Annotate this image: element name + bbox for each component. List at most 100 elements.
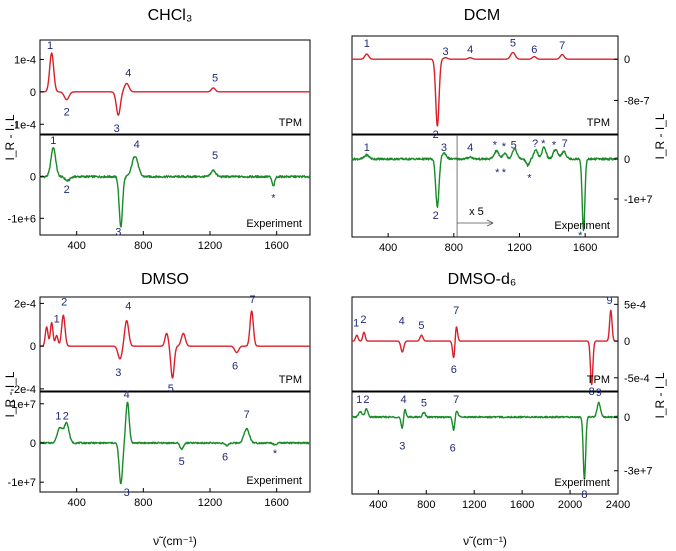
y-tick-label: -1e+6 (8, 213, 36, 225)
y-tick-label: 5e-4 (624, 299, 646, 311)
peak-label: 6 (531, 44, 537, 56)
y-tick-label: 0 (624, 154, 630, 166)
peak-label: 3 (114, 123, 120, 135)
peak-label: 3 (115, 227, 121, 239)
panel-tpm: 2e-4 0 -2e-4 12 3 4 5 6 7 TPM (10, 294, 311, 396)
spectrum-trace (351, 401, 619, 480)
peak-label: 1 (356, 394, 362, 406)
peak-label: 5 (511, 140, 517, 152)
peak-label: 4 (467, 142, 473, 154)
peak-label: * (271, 193, 276, 205)
peak-label: 3 (124, 487, 130, 499)
chart-title: CHCl₃ (148, 7, 193, 24)
peak-label: * (493, 140, 498, 152)
peak-label: 6 (451, 364, 457, 376)
spectrum-trace (351, 309, 619, 386)
y-axis-title: I_R - I_L (3, 371, 17, 417)
peak-label: 7 (562, 138, 568, 150)
scale-annotation: x 5 (469, 206, 484, 218)
panel-frame (351, 35, 619, 135)
y-tick-label: 0 (30, 341, 36, 353)
chart-title: DCM (464, 7, 500, 24)
peak-label: 6 (222, 452, 228, 464)
x-tick-label: 400 (67, 497, 85, 509)
y-axis-title: I_R - I_L (653, 372, 667, 418)
series-tag: Experiment (246, 218, 302, 230)
peak-label: * (552, 140, 557, 152)
x-axis-title: ν̃ (cm⁻¹) (153, 534, 197, 548)
peak-label: 2 (63, 411, 69, 423)
peak-label: 8 (581, 489, 587, 501)
peak-label: 2 (61, 296, 67, 308)
y-tick-label: 1e+7 (11, 399, 36, 411)
panel-frame (351, 391, 619, 495)
x-tick-label: 1200 (462, 499, 486, 511)
peak-label: 4 (399, 316, 405, 328)
peak-label: 2 (360, 314, 366, 326)
peak-label: 5 (510, 38, 516, 50)
spectrum-trace (39, 147, 311, 228)
peak-label: 5 (418, 320, 424, 332)
peak-label: 5 (212, 150, 218, 162)
peak-label: 5 (212, 73, 218, 85)
peak-label: * (541, 138, 546, 150)
peak-label: 6 (450, 442, 456, 454)
x-tick-label: 1200 (198, 497, 222, 509)
peak-label: * (502, 167, 507, 179)
series-tag: TPM (279, 117, 302, 129)
peak-label: 9 (607, 295, 613, 307)
panel-frame (39, 39, 311, 135)
y-tick-label: 0 (624, 412, 630, 424)
spectrum-trace (39, 401, 311, 485)
peak-label: 6 (232, 360, 238, 372)
x-tick-label: 1600 (264, 497, 288, 509)
x-tick-label: 1600 (573, 242, 597, 254)
peak-label: 1 (47, 40, 53, 52)
y-tick-label: -1e+7 (624, 194, 652, 206)
peak-label: 1 (364, 142, 370, 154)
peak-label: * (273, 448, 278, 460)
series-tag: Experiment (554, 477, 610, 489)
x-tick-label: 400 (379, 242, 397, 254)
peak-label: 3 (441, 142, 447, 154)
peak-label: 5 (179, 456, 185, 468)
y-tick-label: -1e-4 (10, 119, 36, 131)
chart-1: CHCl₃ 1e-4 0 -1e-4 1 2 3 4 5 TPM 0 -1e+6 1 2 3 4 5 * Exper… (3, 7, 311, 252)
peak-label: 3 (443, 46, 449, 58)
y-axis-title: I_R - I_L (653, 113, 667, 159)
peak-label: 7 (453, 305, 459, 317)
peak-label: 7 (249, 294, 255, 306)
peak-label: 7 (453, 394, 459, 406)
peak-label: 5 (421, 398, 427, 410)
peak-label: 1 (353, 318, 359, 330)
peak-label: 1 (50, 135, 56, 147)
peak-label: 4 (125, 301, 131, 313)
peak-label: * (495, 167, 500, 179)
peak-label: 7 (559, 40, 565, 52)
y-tick-label: -8e-7 (624, 95, 650, 107)
peak-label: 2 (64, 106, 70, 118)
y-tick-label: -2e-4 (10, 384, 36, 396)
x-tick-label: 400 (369, 499, 387, 511)
spectrum-trace (39, 310, 311, 379)
y-axis-title: I_R - I_L (3, 114, 17, 160)
peak-label: 4 (124, 389, 130, 401)
panel-experiment: 0 -1e+6 1 2 3 4 5 * Experiment (8, 134, 311, 239)
series-tag: TPM (279, 374, 302, 386)
panel-frame (39, 134, 311, 236)
peak-label: 1 (54, 313, 60, 325)
spectrum-trace (351, 146, 619, 232)
panel-frame (39, 296, 311, 392)
peak-label: * (578, 230, 583, 242)
y-tick-label: 1e-4 (14, 54, 36, 66)
x-axis-title: ν̃ (cm⁻¹) (463, 534, 507, 548)
x-tick-label: 800 (134, 497, 152, 509)
spectrum-trace (39, 52, 311, 116)
